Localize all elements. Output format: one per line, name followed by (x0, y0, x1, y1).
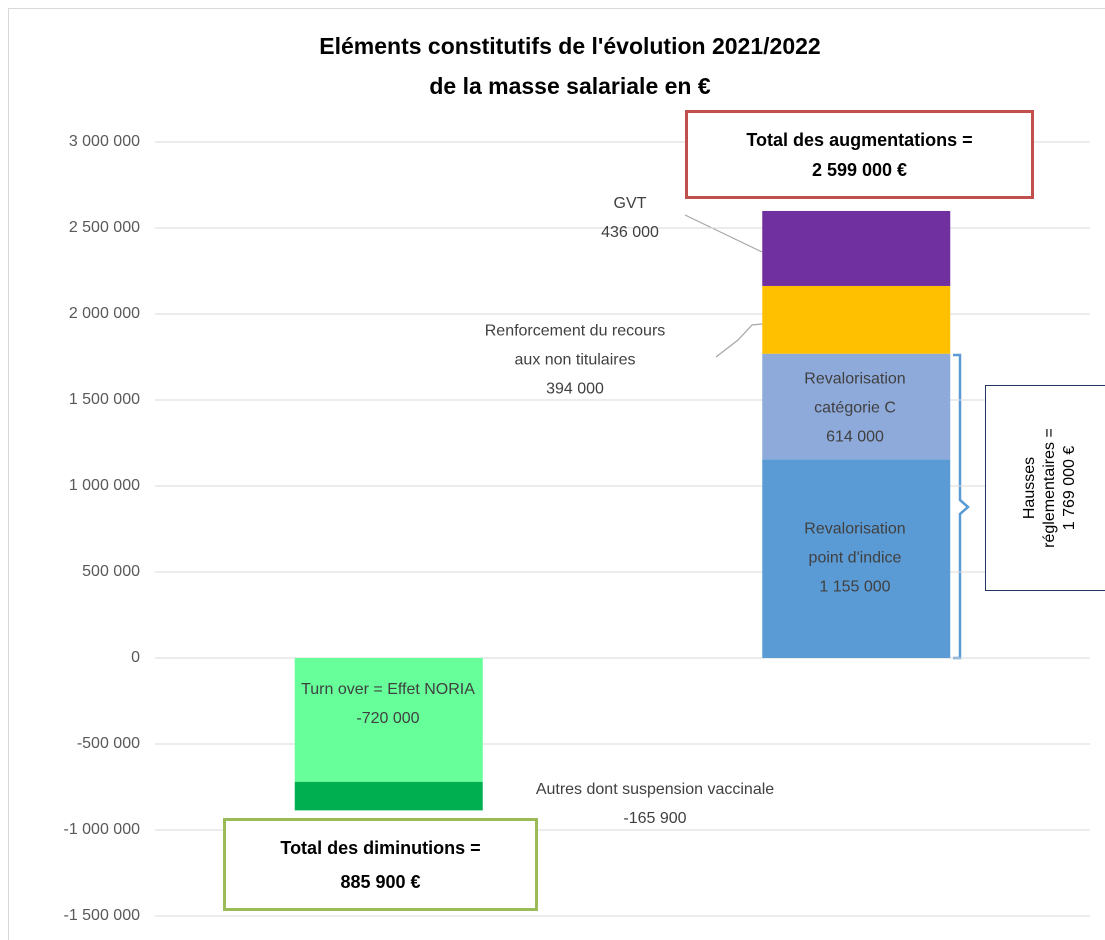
chart-title: Eléments constitutifs de l'évolution 202… (319, 33, 821, 99)
total-decrease-box: Total des diminutions = 885 900 € (223, 818, 538, 911)
y-tick-label: -1 500 000 (63, 907, 140, 924)
leader-line (684, 214, 763, 253)
value-label: -165 900 (623, 810, 687, 827)
series-name: Revalorisation point d'indice (804, 520, 906, 567)
series-name: Renforcement du recours aux non titulair… (484, 322, 666, 369)
value-label: 1 155 000 (819, 578, 891, 596)
data-label: Revalorisation catégorie C 614 000 (804, 365, 905, 452)
value-label: 614 000 (826, 428, 884, 446)
value-label: 394 000 (546, 380, 604, 398)
bar-segment (762, 353, 951, 460)
y-tick-label: 3 000 000 (69, 133, 140, 150)
regulatory-box: Hausses réglementaires = 1 769 000 € (985, 385, 1105, 591)
y-tick-label: 500 000 (82, 563, 140, 580)
regulatory-text: Hausses réglementaires = 1 769 000 € (1021, 428, 1078, 548)
series-name: Autres dont suspension vaccinale (535, 781, 775, 798)
value-label: -720 000 (356, 710, 420, 727)
bar-segment (762, 285, 951, 354)
series-name: Revalorisation catégorie C (804, 370, 906, 417)
value-label: 436 000 (601, 224, 659, 241)
y-tick-label: -500 000 (77, 735, 140, 752)
data-label: Revalorisation point d'indice 1 155 000 (804, 515, 905, 602)
data-label: GVT 436 000 (601, 189, 659, 247)
y-tick-label: -1 000 000 (63, 821, 140, 838)
total-increase-box: Total des augmentations = 2 599 000 € (685, 110, 1034, 199)
bar-segment (294, 781, 483, 811)
leader-line (715, 323, 763, 358)
bar-segment (294, 658, 483, 782)
y-tick-label: 0 (131, 649, 140, 666)
bar-segment (762, 459, 951, 658)
data-label: Renforcement du recours aux non titulair… (485, 317, 666, 404)
series-name: Turn over = Effet NORIA (301, 681, 475, 698)
y-tick-label: 2 000 000 (69, 305, 140, 322)
bar-segment (762, 210, 951, 286)
y-tick-label: 2 500 000 (69, 219, 140, 236)
chart-frame (8, 8, 1105, 940)
series-name: GVT (613, 195, 647, 212)
data-label: Autres dont suspension vaccinale -165 900 (536, 775, 774, 833)
data-label: Turn over = Effet NORIA -720 000 (301, 675, 475, 733)
y-tick-label: 1 000 000 (69, 477, 140, 494)
y-tick-label: 1 500 000 (69, 391, 140, 408)
